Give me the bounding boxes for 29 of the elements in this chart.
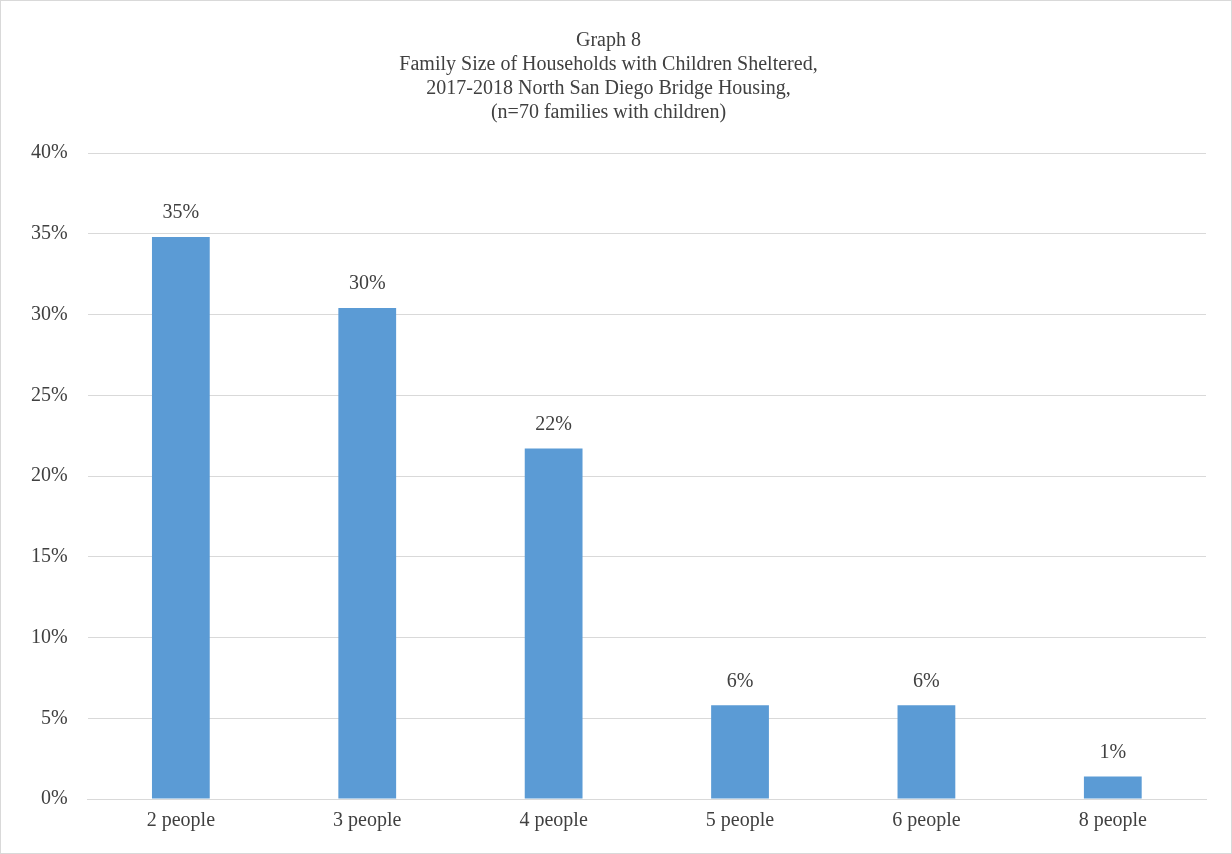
x-tick-label: 8 people xyxy=(1078,808,1148,832)
data-label: 6% xyxy=(726,668,754,691)
y-tick-label: 35% xyxy=(30,221,68,243)
x-tick-label: 5 people xyxy=(705,808,775,832)
bar xyxy=(338,308,397,799)
y-tick-label: 25% xyxy=(30,382,68,405)
bar xyxy=(897,705,956,799)
chart-subtitle: Family Size of Households with Children Sheltered, 2017-2018 North San Diego Bridge Housing, (n=70 families with children) xyxy=(399,52,818,124)
bar xyxy=(711,705,769,799)
bar xyxy=(524,448,583,799)
y-tick-label: 30% xyxy=(30,301,68,324)
x-tick-label: 3 people xyxy=(333,808,402,832)
x-tick-label: 4 people xyxy=(519,808,588,832)
y-tick-label: 40% xyxy=(30,140,68,163)
data-label: 1% xyxy=(1099,739,1127,762)
data-label: 35% xyxy=(162,200,200,223)
y-tick-label: 0% xyxy=(40,786,68,809)
bar xyxy=(1083,776,1142,799)
data-label: 6% xyxy=(913,668,940,691)
bar xyxy=(151,236,210,799)
data-label: 22% xyxy=(535,411,572,434)
y-tick-label: 10% xyxy=(30,624,68,647)
x-tick-label: 2 people xyxy=(146,808,216,832)
y-tick-label: 15% xyxy=(30,544,68,566)
y-tick-label: 20% xyxy=(30,463,68,486)
x-tick-label: 6 people xyxy=(892,808,961,832)
chart-title: Graph 8 xyxy=(576,28,641,52)
y-tick-label: 5% xyxy=(40,705,68,728)
data-label: 30% xyxy=(348,271,386,294)
